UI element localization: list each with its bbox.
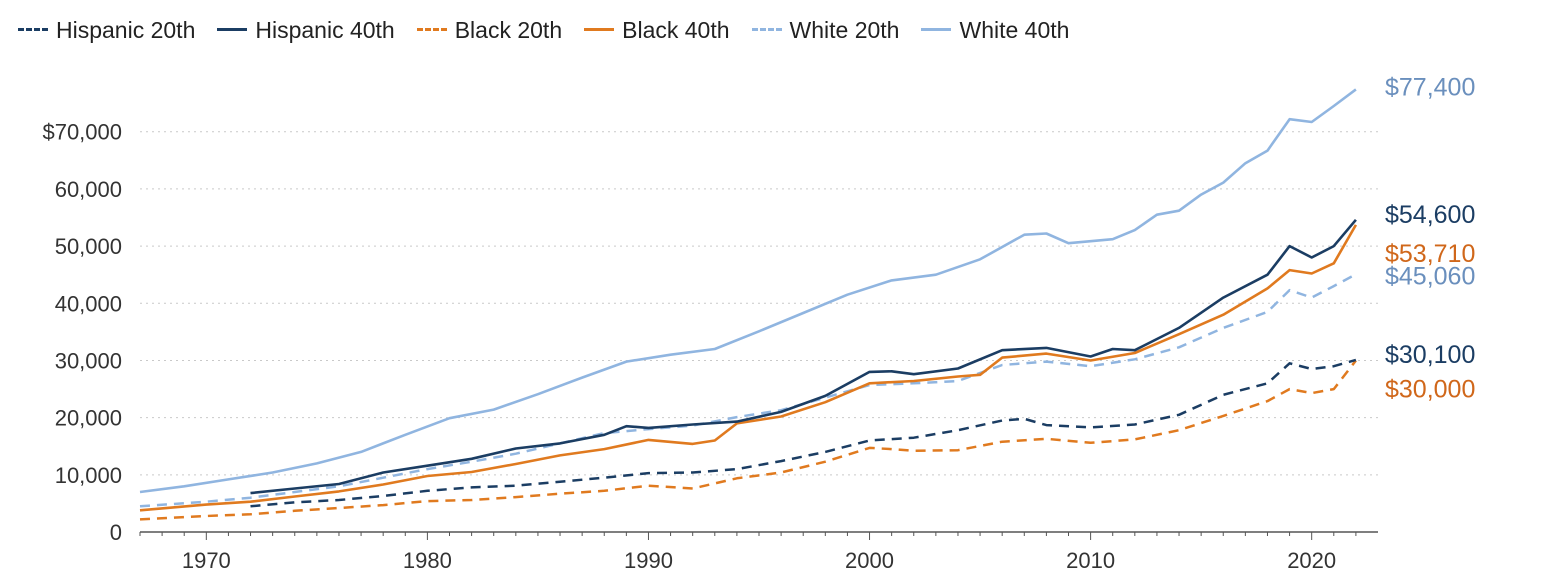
legend-swatch (18, 28, 48, 31)
legend-label: Hispanic 20th (56, 16, 196, 43)
x-tick-label: 2010 (1066, 548, 1115, 573)
legend-swatch (217, 28, 248, 31)
series-lines (139, 88, 1358, 521)
legend-swatch (751, 28, 782, 31)
end-label: $53,710 (1385, 240, 1475, 268)
series-line-white-20th (139, 273, 1357, 508)
series-line-hispanic-20th (250, 358, 1357, 508)
legend-swatch (921, 28, 952, 31)
axes: 0 10,000 20,000 30,000 40,000 50,000 60,000 $70… (42, 120, 1378, 573)
y-tick-label: $70,000 (42, 120, 122, 145)
legend-item-0: Hispanic 20th (18, 13, 195, 47)
legend-swatch (416, 28, 447, 31)
legend-item-4: White 20th (751, 13, 900, 47)
y-tick-label: 60,000 (55, 177, 122, 202)
end-labels: $30,100 $54,600 $30,000 $53,710$45,060 $77,4… (1385, 73, 1475, 403)
legend-swatch (584, 28, 615, 31)
chart-legend: Hispanic 20th Hispanic 40th Black 20th Blac… (18, 6, 1528, 47)
legend-label: Black 40th (622, 16, 730, 43)
legend-item-2: Black 20th (416, 13, 563, 47)
legend-label: Black 20th (454, 16, 563, 43)
end-label: $30,000 (1385, 375, 1475, 403)
x-tick-label: 1990 (624, 548, 673, 573)
x-tick-label: 2000 (845, 548, 894, 573)
legend-item-5: White 40th (921, 13, 1069, 47)
y-tick-label: 0 (110, 520, 122, 545)
legend-label: White 40th (959, 16, 1070, 43)
series-line-white-40th (139, 88, 1357, 494)
legend-label: Hispanic 40th (255, 16, 395, 43)
y-tick-label: 10,000 (55, 463, 122, 488)
y-tick-label: 20,000 (55, 406, 122, 431)
x-tick-label: 2020 (1287, 548, 1336, 573)
end-label: $45,060 (1385, 262, 1475, 290)
end-label: $77,400 (1385, 73, 1475, 101)
legend-item-3: Black 40th (584, 13, 730, 47)
y-tick-label: 30,000 (55, 348, 122, 373)
end-label: $54,600 (1385, 201, 1475, 229)
series-line-hispanic-40th (250, 218, 1357, 495)
legend-label: White 20th (789, 16, 900, 43)
x-tick-label: 1980 (403, 548, 452, 573)
gridlines (140, 131, 1378, 476)
series-line-black-20th (139, 359, 1357, 521)
legend-item-1: Hispanic 40th (217, 13, 395, 47)
y-tick-label: 40,000 (55, 291, 122, 316)
series-line-black-40th (139, 224, 1358, 512)
end-label: $30,100 (1385, 341, 1475, 369)
y-tick-label: 50,000 (55, 234, 122, 259)
x-tick-label: 1970 (182, 548, 231, 573)
